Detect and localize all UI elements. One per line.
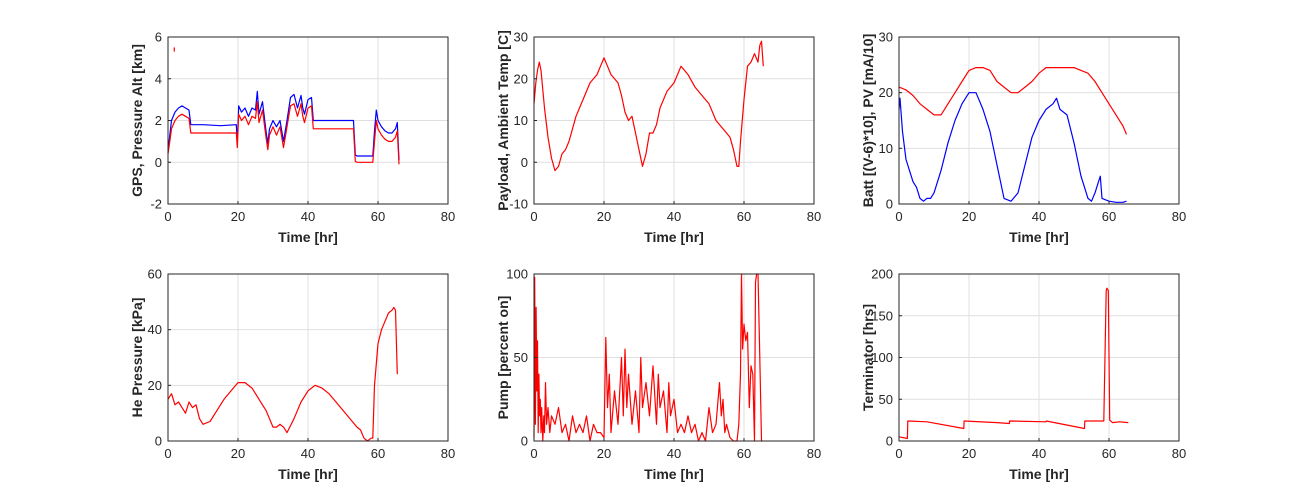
y-tick-label: 20 <box>148 378 162 393</box>
chart-panel-5: 0 20 40 60 80 0 50 100 Time [hr] Pump [percent on… <box>495 267 821 483</box>
x-tick-label: 60 <box>737 209 751 224</box>
y-tick-label: 30 <box>514 30 528 45</box>
x-tick-label: 60 <box>371 446 385 461</box>
x-tick-label: 60 <box>1102 209 1116 224</box>
y-tick-label: 0 <box>521 434 528 449</box>
x-tick-label: 20 <box>231 446 245 461</box>
y-tick-label: 0 <box>155 155 162 170</box>
y-tick-label: 100 <box>506 267 528 282</box>
y-tick-label: 150 <box>871 308 893 323</box>
x-tick-label: 0 <box>530 446 537 461</box>
x-axis-label: Time [hr] <box>1009 466 1069 482</box>
x-tick-label: 0 <box>164 209 171 224</box>
x-tick-label: 80 <box>807 209 821 224</box>
x-tick-label: 20 <box>962 446 976 461</box>
x-tick-label: 80 <box>807 446 821 461</box>
x-tick-label: 80 <box>441 209 455 224</box>
y-tick-label: 6 <box>155 30 162 45</box>
x-tick-label: 60 <box>737 446 751 461</box>
series-line-1 <box>898 92 1127 203</box>
x-tick-label: 40 <box>1032 446 1046 461</box>
x-tick-label: 60 <box>371 209 385 224</box>
series-line-2 <box>167 101 400 165</box>
y-tick-label: 100 <box>871 350 893 365</box>
y-axis-label: Batt [(V-6)*10], PV [mA/10] <box>860 34 876 207</box>
series-line-2 <box>898 66 1128 135</box>
x-tick-label: 40 <box>667 209 681 224</box>
y-tick-label: 50 <box>514 350 528 365</box>
x-axis-label: Time [hr] <box>644 229 704 245</box>
series-line-1 <box>533 273 763 442</box>
y-tick-label: 0 <box>155 434 162 449</box>
x-tick-label: 80 <box>1172 446 1186 461</box>
series-line-1 <box>898 287 1129 440</box>
y-axis-label: GPS, Pressure Alt [km] <box>129 44 145 197</box>
x-tick-label: 0 <box>530 209 537 224</box>
y-axis-label: He Pressure [kPa] <box>129 298 145 418</box>
y-tick-label: -10 <box>509 197 528 212</box>
series-line-1 <box>533 40 764 172</box>
x-tick-label: 0 <box>164 446 171 461</box>
y-tick-label: 60 <box>148 267 162 282</box>
y-axis-label: Terminator [hrs] <box>860 304 876 411</box>
x-tick-label: 0 <box>895 209 902 224</box>
x-tick-label: 0 <box>895 446 902 461</box>
x-axis-label: Time [hr] <box>1009 229 1069 245</box>
x-tick-label: 60 <box>1102 446 1116 461</box>
chart-panel-3: 0 20 40 60 80 0 10 20 30 Time [hr] Batt [(V-6)*10]… <box>860 30 1186 246</box>
x-tick-label: 40 <box>301 446 315 461</box>
chart-panel-6: 0 20 40 60 80 0 50 100 150 200 Time [hr] Terminator… <box>860 267 1186 483</box>
y-tick-label: 20 <box>879 85 893 100</box>
series-line-1 <box>167 90 400 161</box>
y-tick-label: -2 <box>150 197 162 212</box>
x-tick-label: 40 <box>301 209 315 224</box>
x-tick-label: 40 <box>1032 209 1046 224</box>
y-tick-label: 20 <box>514 71 528 86</box>
x-tick-label: 80 <box>1172 209 1186 224</box>
x-axis-label: Time [hr] <box>278 229 338 245</box>
y-tick-label: 0 <box>521 155 528 170</box>
x-tick-label: 20 <box>231 209 245 224</box>
y-tick-label: 200 <box>871 267 893 282</box>
y-tick-label: 0 <box>886 434 893 449</box>
x-tick-label: 20 <box>962 209 976 224</box>
y-tick-label: 40 <box>148 322 162 337</box>
y-tick-label: 10 <box>879 141 893 156</box>
x-tick-label: 20 <box>597 209 611 224</box>
y-tick-label: 4 <box>155 71 162 86</box>
x-axis-label: Time [hr] <box>644 466 704 482</box>
x-tick-label: 80 <box>441 446 455 461</box>
y-tick-label: 30 <box>879 30 893 45</box>
x-axis-label: Time [hr] <box>278 466 338 482</box>
y-tick-label: 0 <box>886 197 893 212</box>
x-tick-label: 20 <box>597 446 611 461</box>
series-line-1 <box>167 306 398 442</box>
chart-panel-4: 0 20 40 60 80 0 20 40 60 Time [hr] He Pressure [kP… <box>129 267 455 483</box>
y-axis-label: Payload, Ambient Temp [C] <box>495 30 511 210</box>
x-tick-label: 40 <box>667 446 681 461</box>
y-tick-label: 50 <box>879 392 893 407</box>
y-tick-label: 10 <box>514 113 528 128</box>
y-axis-label: Pump [percent on] <box>495 296 511 420</box>
y-tick-label: 2 <box>155 113 162 128</box>
